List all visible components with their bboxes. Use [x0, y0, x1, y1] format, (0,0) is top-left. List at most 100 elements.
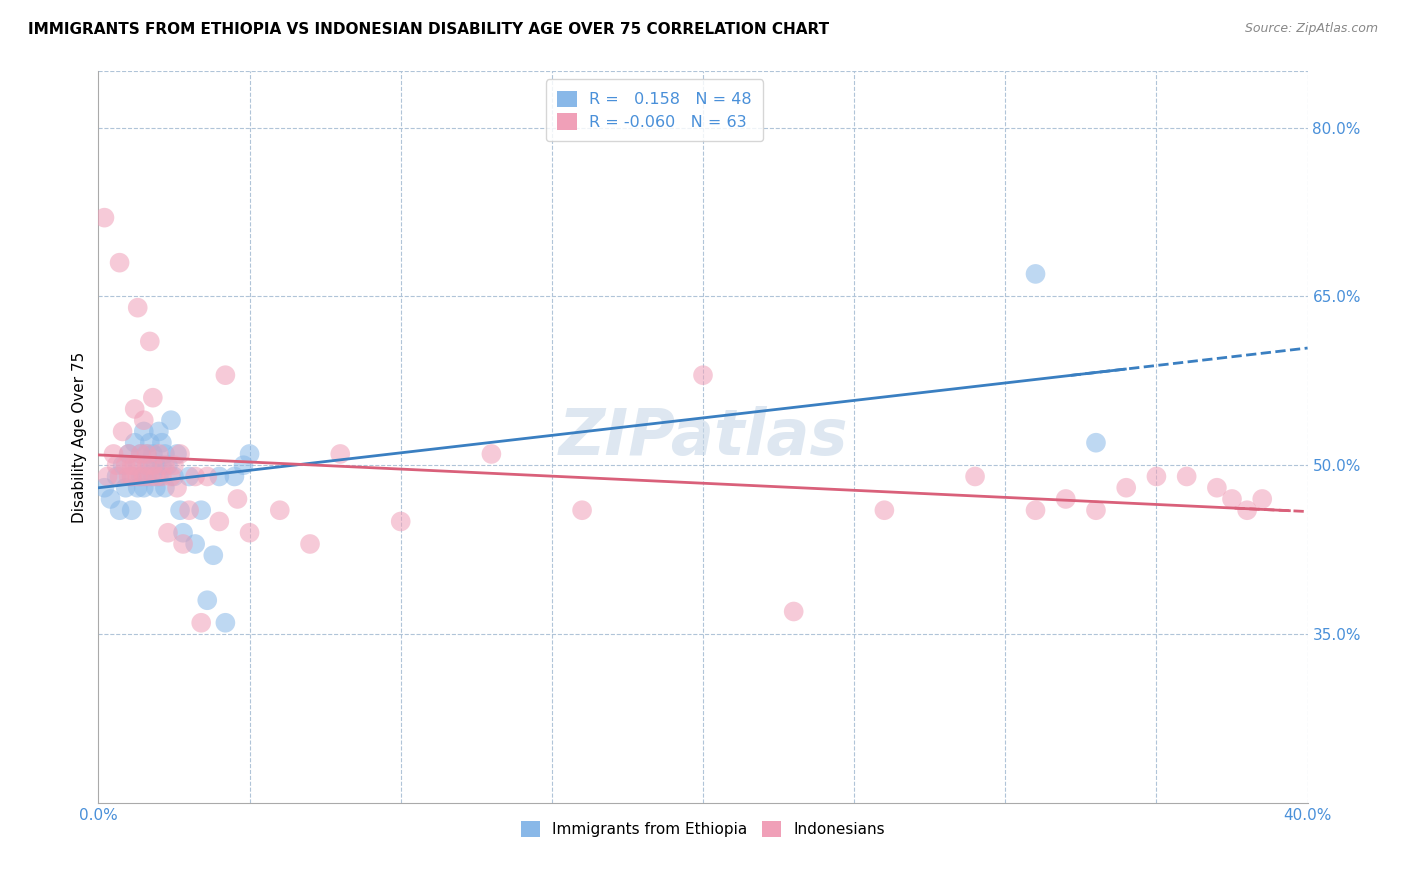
Point — [1085, 435, 1108, 450]
Text: IMMIGRANTS FROM ETHIOPIA VS INDONESIAN DISABILITY AGE OVER 75 CORRELATION CHART: IMMIGRANTS FROM ETHIOPIA VS INDONESIAN D… — [28, 22, 830, 37]
Point — [226, 491, 249, 506]
Point — [190, 615, 212, 630]
Point — [127, 301, 149, 315]
Point — [166, 447, 188, 461]
Point — [163, 469, 186, 483]
Point — [139, 334, 162, 349]
Point — [299, 537, 322, 551]
Point — [100, 491, 122, 506]
Point — [108, 469, 131, 483]
Point — [873, 503, 896, 517]
Point — [163, 458, 186, 473]
Point — [269, 503, 291, 517]
Point — [1024, 503, 1046, 517]
Point — [105, 469, 128, 483]
Point — [150, 435, 173, 450]
Point — [1024, 267, 1046, 281]
Point — [169, 447, 191, 461]
Point — [121, 469, 143, 483]
Point — [114, 458, 136, 473]
Point — [127, 481, 149, 495]
Y-axis label: Disability Age Over 75: Disability Age Over 75 — [72, 351, 87, 523]
Point — [111, 425, 134, 439]
Point — [239, 447, 262, 461]
Point — [184, 469, 207, 483]
Point — [121, 503, 143, 517]
Point — [124, 401, 146, 416]
Point — [148, 425, 170, 439]
Point — [142, 391, 165, 405]
Point — [148, 447, 170, 461]
Point — [1175, 469, 1198, 483]
Point — [1236, 503, 1258, 517]
Point — [108, 503, 131, 517]
Point — [129, 469, 152, 483]
Point — [214, 615, 236, 630]
Point — [179, 503, 201, 517]
Text: ZIPatlas: ZIPatlas — [558, 406, 848, 468]
Point — [139, 469, 162, 483]
Point — [111, 458, 134, 473]
Point — [224, 469, 246, 483]
Point — [142, 469, 165, 483]
Point — [172, 537, 194, 551]
Point — [135, 447, 157, 461]
Point — [160, 469, 183, 483]
Point — [208, 469, 231, 483]
Point — [1085, 503, 1108, 517]
Point — [153, 447, 176, 461]
Point — [118, 469, 141, 483]
Point — [329, 447, 352, 461]
Point — [153, 481, 176, 495]
Point — [195, 469, 218, 483]
Point — [1054, 491, 1077, 506]
Point — [156, 458, 179, 473]
Point — [1206, 481, 1229, 495]
Point — [103, 447, 125, 461]
Point — [692, 368, 714, 383]
Point — [142, 447, 165, 461]
Point — [239, 525, 262, 540]
Point — [214, 368, 236, 383]
Point — [153, 458, 176, 473]
Point — [121, 458, 143, 473]
Point — [169, 503, 191, 517]
Point — [481, 447, 503, 461]
Point — [118, 447, 141, 461]
Point — [965, 469, 987, 483]
Point — [232, 458, 254, 473]
Point — [108, 255, 131, 269]
Legend: Immigrants from Ethiopia, Indonesians: Immigrants from Ethiopia, Indonesians — [512, 812, 894, 847]
Point — [179, 469, 201, 483]
Point — [132, 425, 155, 439]
Point — [195, 593, 218, 607]
Point — [132, 481, 155, 495]
Point — [139, 435, 162, 450]
Point — [166, 481, 188, 495]
Point — [172, 525, 194, 540]
Point — [124, 458, 146, 473]
Point — [145, 469, 167, 483]
Point — [135, 458, 157, 473]
Point — [1251, 491, 1274, 506]
Point — [127, 469, 149, 483]
Point — [118, 447, 141, 461]
Text: Source: ZipAtlas.com: Source: ZipAtlas.com — [1244, 22, 1378, 36]
Point — [135, 447, 157, 461]
Point — [1220, 491, 1243, 506]
Point — [571, 503, 593, 517]
Point — [190, 503, 212, 517]
Point — [145, 481, 167, 495]
Point — [783, 605, 806, 619]
Point — [202, 548, 225, 562]
Point — [135, 469, 157, 483]
Point — [142, 458, 165, 473]
Point — [96, 469, 118, 483]
Point — [150, 469, 173, 483]
Point — [127, 458, 149, 473]
Point — [148, 469, 170, 483]
Point — [121, 469, 143, 483]
Point — [145, 458, 167, 473]
Point — [1144, 469, 1167, 483]
Point — [184, 537, 207, 551]
